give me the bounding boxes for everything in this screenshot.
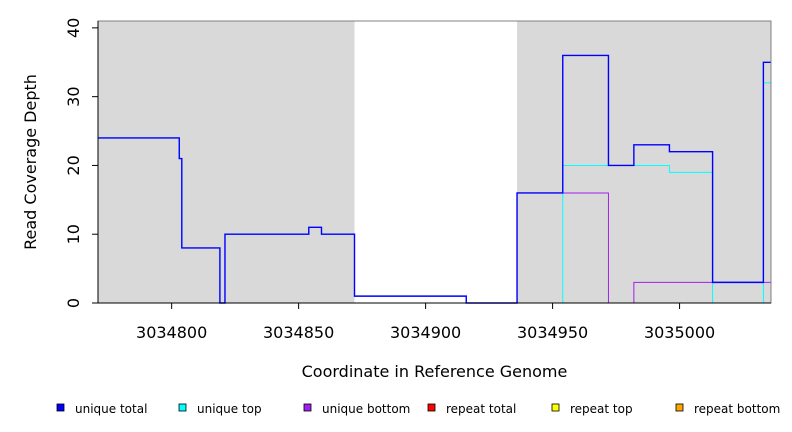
legend-label: repeat bottom [694, 402, 780, 416]
y-tick-label: 10 [64, 224, 83, 244]
x-tick-label: 3034950 [517, 323, 588, 342]
legend-swatch [56, 403, 65, 412]
x-axis: 3034800 3034850 3034900 3034950 3035000 [98, 302, 771, 342]
legend-label: repeat top [570, 402, 633, 416]
legend-swatch [303, 403, 312, 412]
legend-swatch [551, 403, 560, 412]
x-tick-label: 3034800 [136, 323, 207, 342]
legend-label: unique total [75, 402, 147, 416]
legend-swatch [427, 403, 436, 412]
y-tick-label: 30 [64, 86, 83, 106]
legend-label: unique bottom [322, 402, 410, 416]
y-axis-title: Read Coverage Depth [21, 74, 40, 250]
x-tick-label: 3034900 [390, 323, 461, 342]
shaded-regions [98, 21, 771, 303]
y-tick-label: 0 [64, 298, 83, 308]
y-axis: 0 10 20 30 40 [64, 18, 99, 308]
shaded-region-1 [98, 21, 355, 303]
y-tick-label: 20 [64, 155, 83, 175]
legend-swatch [675, 403, 684, 412]
x-tick-label: 3034850 [263, 323, 334, 342]
series-unique-total [98, 54, 771, 304]
legend-label: unique top [197, 402, 262, 416]
y-tick-label: 40 [64, 18, 83, 38]
legend-label: repeat total [446, 402, 516, 416]
x-axis-title: Coordinate in Reference Genome [302, 362, 568, 381]
legend: unique total unique top unique bottom repea… [56, 402, 780, 416]
x-tick-label: 3035000 [644, 323, 715, 342]
shaded-region-2 [517, 21, 771, 303]
legend-swatch [178, 403, 187, 412]
